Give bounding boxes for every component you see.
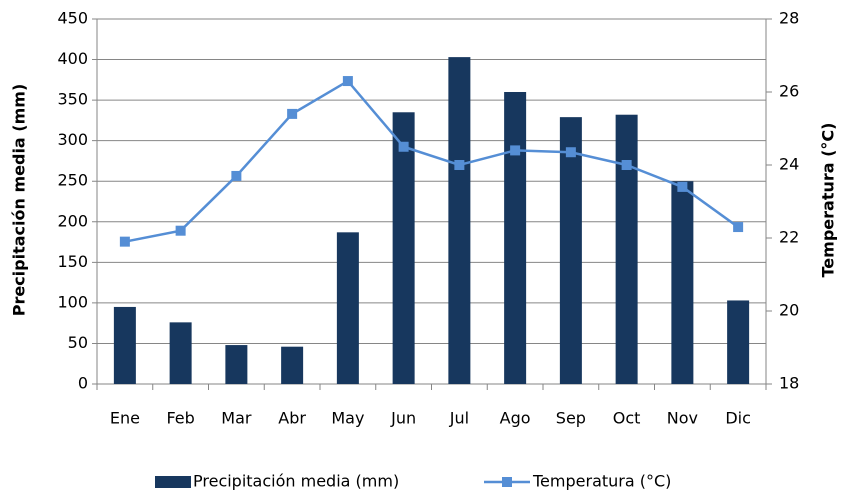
line	[124, 79, 739, 243]
bar	[281, 346, 304, 384]
x-tick-label: Abr	[278, 409, 306, 428]
x-tick-label: Dic	[725, 409, 751, 428]
y2-tick-label: 18	[779, 374, 799, 393]
marker	[677, 181, 688, 192]
y2-tick-label: 26	[779, 82, 799, 101]
y2-tick-label: 22	[779, 228, 799, 247]
x-tick-label: Jul	[449, 409, 469, 428]
x-tick-label: Oct	[613, 409, 641, 428]
marker	[510, 145, 521, 156]
x-tick-label: Jun	[390, 409, 416, 428]
marker	[621, 160, 632, 170]
bar	[448, 57, 471, 384]
x-tick-label: Sep	[556, 409, 586, 428]
bar	[225, 345, 248, 384]
marker	[231, 170, 242, 181]
legend-label: Precipitación media (mm)	[193, 472, 399, 491]
y-tick-label: 450	[57, 9, 88, 28]
bar	[615, 114, 638, 384]
x-tick-label: Nov	[667, 409, 698, 428]
x-tick-label: Feb	[166, 409, 194, 428]
marker	[565, 147, 576, 158]
x-tick-label: May	[331, 409, 364, 428]
bar	[559, 117, 582, 385]
y-tick-label: 0	[78, 374, 88, 393]
bar	[113, 306, 136, 384]
bar	[169, 322, 192, 384]
marker	[454, 160, 465, 170]
y2-tick-label: 24	[779, 155, 799, 174]
marker	[175, 225, 186, 236]
marker	[287, 108, 298, 119]
y-tick-label: 400	[57, 49, 88, 68]
y-tick-label: 300	[57, 130, 88, 149]
x-tick-label: Ago	[500, 409, 531, 428]
bar	[504, 92, 527, 384]
x-tick-label: Ene	[110, 409, 140, 428]
marker	[119, 236, 130, 247]
y-tick-label: 100	[57, 292, 88, 311]
legend-label: Temperatura (°C)	[532, 472, 671, 491]
marker	[342, 76, 353, 87]
bar	[671, 181, 694, 384]
y-tick-label: 50	[68, 333, 88, 352]
y-tick-label: 200	[57, 211, 88, 230]
y-tick-label: 150	[57, 252, 88, 271]
x-tick-label: Mar	[221, 409, 252, 428]
marker	[733, 222, 744, 233]
y2-axis-label: Temperatura (°C)	[819, 123, 838, 278]
y2-tick-label: 20	[779, 301, 799, 320]
y-axis-label: Precipitación media (mm)	[10, 84, 29, 317]
legend-swatch	[155, 476, 191, 488]
y-tick-label: 250	[57, 171, 88, 190]
bar	[336, 232, 359, 384]
marker	[398, 141, 409, 152]
y2-tick-label: 28	[779, 9, 799, 28]
legend-marker	[502, 477, 512, 487]
y-tick-label: 350	[57, 90, 88, 109]
bar	[727, 300, 750, 384]
bar	[392, 112, 415, 385]
